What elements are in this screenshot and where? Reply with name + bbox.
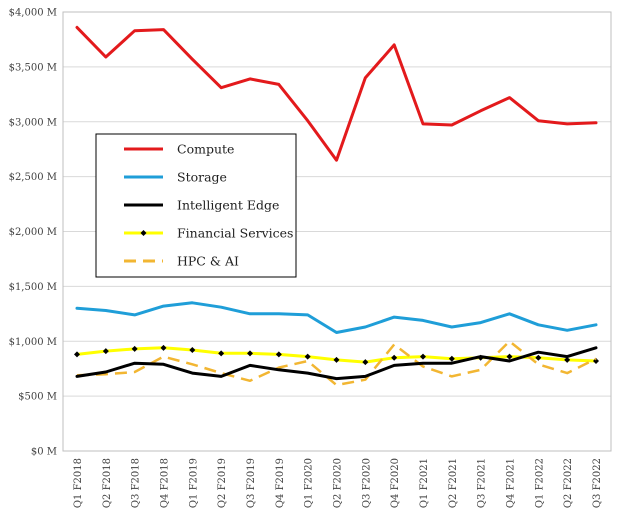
- x-tick-label: Q3 F2022: [592, 458, 603, 508]
- series-lines: [74, 25, 599, 387]
- series-line-compute: [75, 25, 598, 162]
- data-point-marker: [247, 350, 253, 357]
- data-point-marker: [160, 344, 167, 351]
- y-tick-label: $3,500 M: [9, 62, 57, 73]
- data-point-marker: [74, 351, 80, 358]
- data-point-marker: [275, 351, 282, 358]
- y-tick-label: $4,000 M: [9, 8, 57, 19]
- data-point-marker: [506, 353, 513, 360]
- series-line-storage: [75, 301, 598, 334]
- data-point-marker: [362, 359, 369, 366]
- x-tick-label: Q1 F2018: [73, 458, 84, 508]
- y-tick-label: $2,500 M: [9, 172, 57, 183]
- y-tick-label: $3,000 M: [9, 117, 57, 128]
- y-tick-label: $0 M: [31, 447, 57, 458]
- x-tick-label: Q3 F2020: [361, 458, 372, 508]
- x-tick-label: Q2 F2020: [333, 458, 344, 508]
- data-point-marker: [189, 347, 196, 354]
- x-tick-label: Q3 F2018: [131, 458, 142, 508]
- data-point-marker: [333, 356, 340, 363]
- data-point-marker: [420, 353, 426, 360]
- x-tick-label: Q2 F2022: [563, 458, 574, 508]
- x-tick-label: Q4 F2018: [160, 458, 171, 508]
- legend: Compute Storage Intelligent Edge Financial …: [95, 133, 297, 278]
- x-tick-label: Q2 F2018: [102, 458, 113, 508]
- x-tick-label: Q2 F2021: [448, 458, 459, 508]
- legend-label-storage: Storage: [177, 170, 227, 185]
- data-point-marker: [102, 348, 109, 355]
- y-tick-label: $2,000 M: [9, 227, 57, 238]
- x-tick-label: Q3 F2019: [246, 458, 257, 508]
- data-point-marker: [304, 353, 311, 360]
- x-axis-tick-labels: Q1 F2018 Q2 F2018 Q3 F2018 Q4 F2018 Q1 F2019…: [73, 458, 603, 508]
- legend-marker: [140, 230, 147, 236]
- legend-label-intelligent-edge: Intelligent Edge: [177, 198, 279, 213]
- y-tick-label: $1,500 M: [9, 282, 57, 293]
- data-point-marker: [131, 345, 138, 352]
- x-tick-label: Q1 F2022: [534, 458, 545, 508]
- x-tick-label: Q1 F2020: [304, 458, 315, 508]
- x-tick-label: Q1 F2019: [188, 458, 199, 508]
- plot-border: [62, 11, 612, 452]
- data-point-marker: [448, 355, 455, 362]
- x-tick-label: Q4 F2021: [506, 458, 517, 508]
- y-tick-label: $500 M: [18, 392, 57, 403]
- x-tick-label: Q2 F2019: [217, 458, 228, 508]
- series-line-intelligent-edge: [75, 346, 598, 381]
- x-tick-label: Q4 F2019: [275, 458, 286, 508]
- data-point-marker: [564, 356, 571, 363]
- y-axis-tick-labels: $0 M $500 M $1,000 M $1,500 M $2,000 M $2,500…: [9, 8, 57, 458]
- legend-label-financial-services: Financial Services: [177, 226, 293, 241]
- x-tick-label: Q4 F2020: [390, 458, 401, 508]
- data-point-marker: [218, 350, 225, 357]
- legend-label-hpc-ai: HPC & AI: [177, 254, 239, 269]
- y-tick-label: $1,000 M: [9, 337, 57, 348]
- x-tick-label: Q1 F2021: [419, 458, 430, 508]
- data-point-marker: [593, 358, 599, 365]
- legend-label-compute: Compute: [177, 142, 234, 157]
- data-point-marker: [535, 354, 542, 361]
- x-tick-label: Q3 F2021: [477, 458, 488, 508]
- data-point-marker: [391, 354, 398, 361]
